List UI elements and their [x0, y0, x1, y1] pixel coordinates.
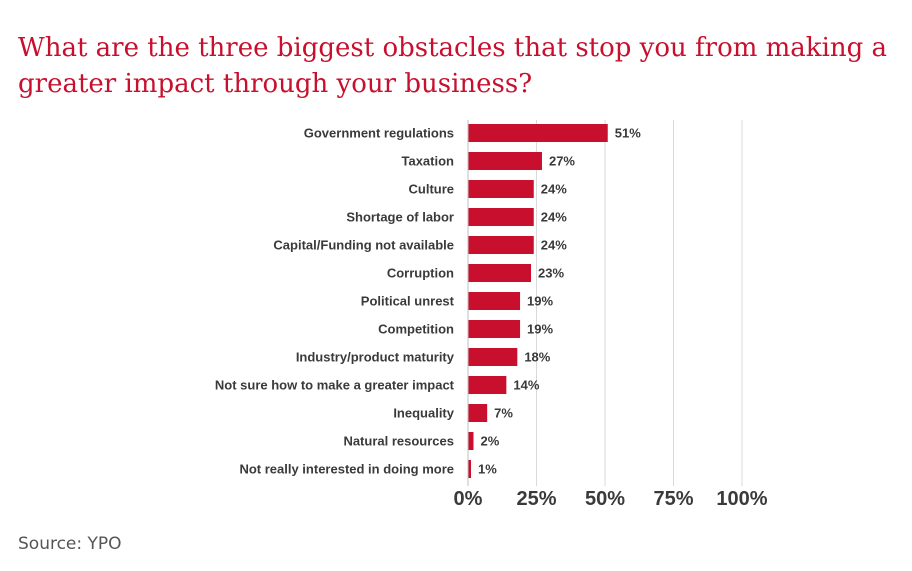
- category-label: Inequality: [393, 406, 454, 421]
- value-label: 1%: [478, 462, 497, 477]
- category-label: Not sure how to make a greater impact: [215, 378, 455, 393]
- value-label: 27%: [549, 154, 575, 169]
- category-label: Competition: [378, 322, 454, 337]
- bar: [468, 208, 534, 226]
- tick-label: 50%: [585, 488, 625, 510]
- category-label: Shortage of labor: [346, 210, 454, 225]
- value-label: 24%: [541, 238, 567, 253]
- bar: [468, 404, 488, 422]
- tick-label: 0%: [454, 488, 483, 510]
- category-label: Not really interested in doing more: [239, 462, 454, 477]
- category-label: Corruption: [387, 266, 454, 281]
- source-note: Source: YPO: [18, 534, 122, 554]
- bar: [468, 320, 521, 338]
- bar: [468, 376, 507, 394]
- value-label: 14%: [513, 378, 539, 393]
- chart-title: What are the three biggest obstacles tha…: [18, 33, 888, 99]
- value-label: 24%: [541, 210, 567, 225]
- category-label: Government regulations: [304, 126, 454, 141]
- tick-label: 100%: [716, 488, 767, 510]
- bar: [468, 292, 521, 310]
- category-label: Natural resources: [343, 434, 454, 449]
- bar: [468, 348, 518, 366]
- bar: [468, 460, 471, 478]
- category-label: Political unrest: [361, 294, 455, 309]
- value-label: 2%: [480, 434, 499, 449]
- category-label: Capital/Funding not available: [273, 238, 454, 253]
- value-label: 19%: [527, 322, 553, 337]
- value-label: 7%: [494, 406, 513, 421]
- bar: [468, 180, 534, 198]
- value-label: 19%: [527, 294, 553, 309]
- value-label: 24%: [541, 182, 567, 197]
- value-label: 51%: [615, 126, 641, 141]
- category-label: Culture: [409, 182, 455, 197]
- bar: [468, 236, 534, 254]
- bar: [468, 152, 542, 170]
- bar: [468, 264, 532, 282]
- value-label: 18%: [524, 350, 550, 365]
- value-label: 23%: [538, 266, 564, 281]
- tick-label: 25%: [516, 488, 556, 510]
- bar: [468, 124, 608, 142]
- tick-label: 75%: [653, 488, 693, 510]
- bar: [468, 432, 474, 450]
- category-label: Taxation: [402, 154, 455, 169]
- category-label: Industry/product maturity: [296, 350, 455, 365]
